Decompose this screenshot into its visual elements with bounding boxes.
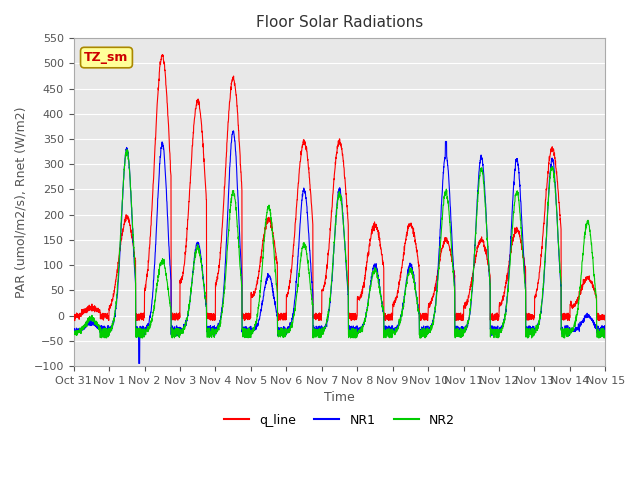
NR1 <box>602 326 609 332</box>
Title: Floor Solar Radiations: Floor Solar Radiations <box>256 15 423 30</box>
NR1 <box>297 209 305 215</box>
NR2 <box>534 326 541 332</box>
NR1 <box>534 322 542 327</box>
q_line <box>71 318 79 324</box>
NR2 <box>131 260 138 265</box>
NR2 <box>601 335 609 341</box>
q_line <box>534 280 542 286</box>
Line: NR2: NR2 <box>74 150 605 338</box>
Y-axis label: PAR (umol/m2/s), Rnet (W/m2): PAR (umol/m2/s), Rnet (W/m2) <box>15 106 28 298</box>
Line: NR1: NR1 <box>74 131 605 363</box>
NR2 <box>602 330 609 336</box>
Line: q_line: q_line <box>74 55 605 321</box>
NR1 <box>229 128 237 134</box>
Legend: q_line, NR1, NR2: q_line, NR1, NR2 <box>219 409 460 432</box>
NR1 <box>70 328 77 334</box>
q_line <box>274 312 282 317</box>
NR1 <box>274 333 282 338</box>
Text: TZ_sm: TZ_sm <box>84 51 129 64</box>
q_line <box>591 292 599 298</box>
NR1 <box>135 360 143 366</box>
NR1 <box>591 322 599 328</box>
X-axis label: Time: Time <box>324 391 355 404</box>
NR2 <box>591 283 599 288</box>
NR2 <box>124 147 131 153</box>
NR1 <box>162 183 170 189</box>
NR2 <box>162 273 170 278</box>
q_line <box>70 316 77 322</box>
q_line <box>297 153 305 158</box>
q_line <box>159 52 166 58</box>
q_line <box>163 85 170 91</box>
NR1 <box>131 262 138 267</box>
q_line <box>602 314 609 320</box>
NR2 <box>297 255 305 261</box>
NR2 <box>70 332 77 337</box>
q_line <box>131 253 138 259</box>
NR2 <box>274 330 282 336</box>
